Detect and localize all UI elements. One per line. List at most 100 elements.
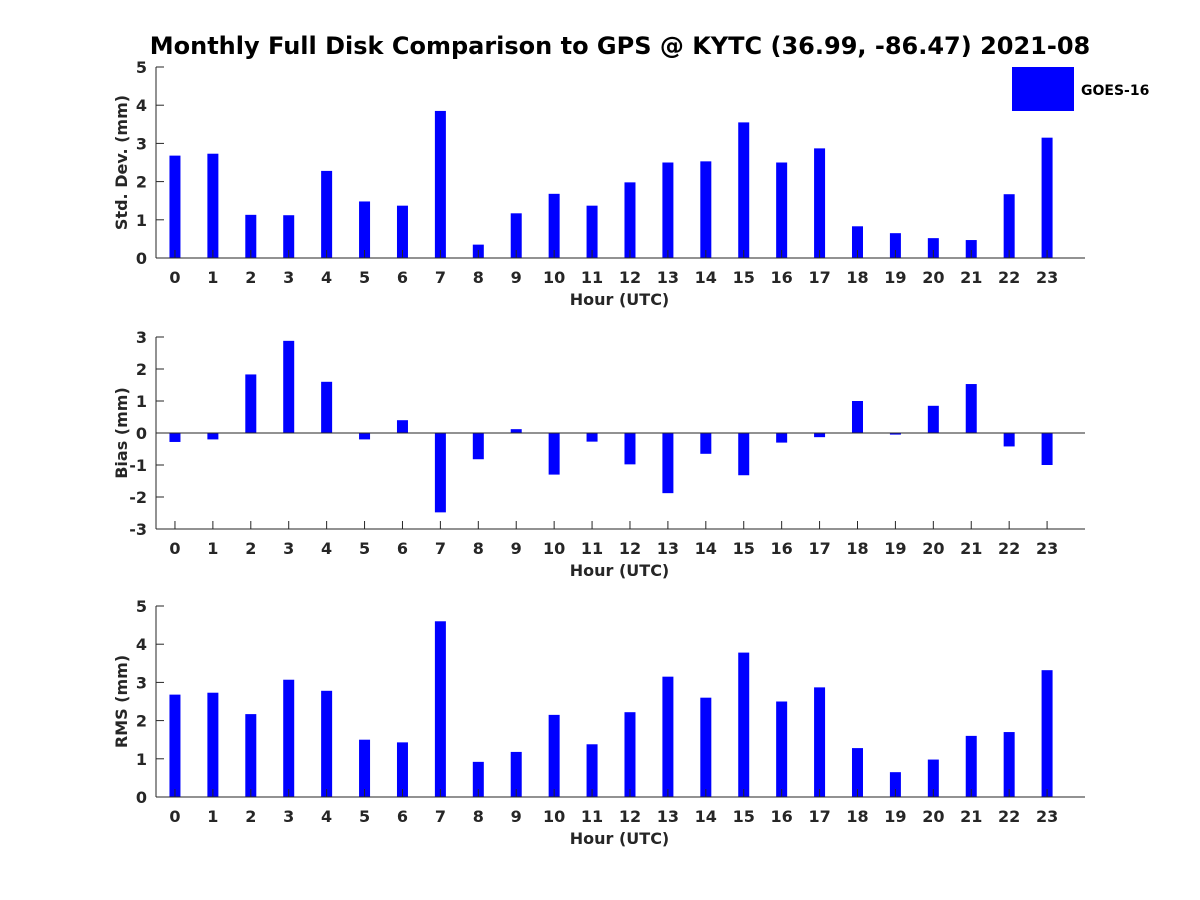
y-tick-label-std-dev: 1 [136, 211, 147, 230]
x-tick-label-rms: 3 [283, 807, 294, 826]
bar-std-dev-hour-21 [965, 240, 977, 258]
bar-rms-hour-18 [851, 748, 863, 797]
x-tick-label-std-dev: 12 [619, 268, 641, 287]
bar-rms-hour-20 [927, 759, 939, 797]
x-tick-label-bias: 7 [435, 539, 446, 558]
bar-rms-hour-15 [738, 652, 750, 797]
y-tick-label-std-dev: 0 [136, 249, 147, 268]
bar-bias-hour-19 [889, 433, 901, 435]
x-tick-label-bias: 5 [359, 539, 370, 558]
bar-rms-hour-21 [965, 735, 977, 797]
y-tick-label-rms: 3 [136, 673, 147, 692]
x-tick-label-std-dev: 19 [884, 268, 906, 287]
x-tick-label-rms: 16 [771, 807, 793, 826]
y-tick-label-bias: 0 [136, 424, 147, 443]
x-tick-label-rms: 4 [321, 807, 332, 826]
x-tick-label-std-dev: 2 [245, 268, 256, 287]
y-tick-label-bias: 2 [136, 360, 147, 379]
x-tick-label-rms: 6 [397, 807, 408, 826]
y-tick-label-rms: 2 [136, 712, 147, 731]
x-tick-label-std-dev: 20 [922, 268, 944, 287]
y-tick-label-bias: -1 [129, 456, 147, 475]
bar-bias-hour-8 [472, 433, 484, 460]
x-tick-label-rms: 1 [207, 807, 218, 826]
legend-label: GOES-16 [1081, 83, 1149, 99]
y-axis-label-std-dev: Std. Dev. (mm) [112, 95, 131, 230]
x-tick-label-rms: 17 [808, 807, 830, 826]
bar-bias-hour-16 [776, 433, 788, 443]
bar-bias-hour-1 [207, 433, 219, 440]
x-tick-label-bias: 0 [169, 539, 180, 558]
bar-rms-hour-3 [283, 679, 295, 797]
bar-std-dev-hour-4 [321, 170, 333, 258]
y-tick-label-bias: 3 [136, 328, 147, 347]
x-tick-label-std-dev: 14 [695, 268, 717, 287]
bar-bias-hour-23 [1041, 433, 1053, 465]
x-tick-label-rms: 9 [511, 807, 522, 826]
x-tick-label-std-dev: 21 [960, 268, 982, 287]
bar-rms-hour-17 [814, 687, 826, 797]
x-tick-label-bias: 12 [619, 539, 641, 558]
bar-std-dev-hour-11 [586, 205, 598, 258]
bar-rms-hour-2 [245, 714, 257, 797]
bar-bias-hour-7 [434, 433, 446, 513]
x-tick-label-bias: 10 [543, 539, 565, 558]
x-tick-label-bias: 3 [283, 539, 294, 558]
y-tick-label-std-dev: 5 [136, 58, 147, 77]
x-tick-label-std-dev: 1 [207, 268, 218, 287]
bar-std-dev-hour-17 [814, 148, 826, 258]
bar-std-dev-hour-9 [510, 213, 522, 258]
x-tick-label-bias: 16 [771, 539, 793, 558]
x-tick-label-rms: 22 [998, 807, 1020, 826]
bar-rms-hour-0 [169, 694, 181, 797]
x-tick-label-std-dev: 7 [435, 268, 446, 287]
bar-bias-hour-3 [283, 340, 295, 433]
y-tick-label-std-dev: 3 [136, 134, 147, 153]
y-tick-label-rms: 4 [136, 635, 147, 654]
x-axis-label-bias: Hour (UTC) [570, 561, 670, 580]
bar-bias-hour-6 [396, 420, 408, 433]
bar-std-dev-hour-19 [889, 233, 901, 258]
bar-rms-hour-23 [1041, 670, 1053, 797]
x-tick-label-rms: 19 [884, 807, 906, 826]
bar-bias-hour-2 [245, 374, 257, 433]
x-tick-label-rms: 0 [169, 807, 180, 826]
x-tick-label-std-dev: 16 [771, 268, 793, 287]
bar-rms-hour-13 [662, 676, 674, 797]
bar-std-dev-hour-6 [396, 205, 408, 258]
y-tick-label-std-dev: 4 [136, 96, 147, 115]
bar-std-dev-hour-0 [169, 155, 181, 258]
x-tick-label-bias: 17 [808, 539, 830, 558]
x-tick-label-std-dev: 8 [473, 268, 484, 287]
bar-bias-hour-11 [586, 433, 598, 442]
x-tick-label-rms: 11 [581, 807, 603, 826]
x-tick-label-bias: 9 [511, 539, 522, 558]
x-tick-label-rms: 18 [846, 807, 868, 826]
y-tick-label-std-dev: 2 [136, 173, 147, 192]
bar-bias-hour-10 [548, 433, 560, 475]
x-tick-label-bias: 4 [321, 539, 332, 558]
x-tick-label-bias: 8 [473, 539, 484, 558]
legend-swatch [1012, 67, 1074, 111]
bar-rms-hour-8 [472, 761, 484, 797]
x-tick-label-bias: 2 [245, 539, 256, 558]
x-tick-label-rms: 5 [359, 807, 370, 826]
x-tick-label-bias: 23 [1036, 539, 1058, 558]
x-tick-label-bias: 1 [207, 539, 218, 558]
bar-std-dev-hour-12 [624, 182, 636, 258]
x-tick-label-std-dev: 13 [657, 268, 679, 287]
x-tick-label-std-dev: 4 [321, 268, 332, 287]
y-axis-label-rms: RMS (mm) [112, 655, 131, 748]
x-axis-label-rms: Hour (UTC) [570, 829, 670, 848]
x-tick-label-std-dev: 15 [733, 268, 755, 287]
bar-rms-hour-6 [396, 742, 408, 797]
x-tick-label-bias: 11 [581, 539, 603, 558]
bar-bias-hour-22 [1003, 433, 1015, 447]
bar-bias-hour-0 [169, 433, 181, 442]
x-tick-label-bias: 20 [922, 539, 944, 558]
bar-std-dev-hour-3 [283, 215, 295, 258]
x-tick-label-rms: 20 [922, 807, 944, 826]
